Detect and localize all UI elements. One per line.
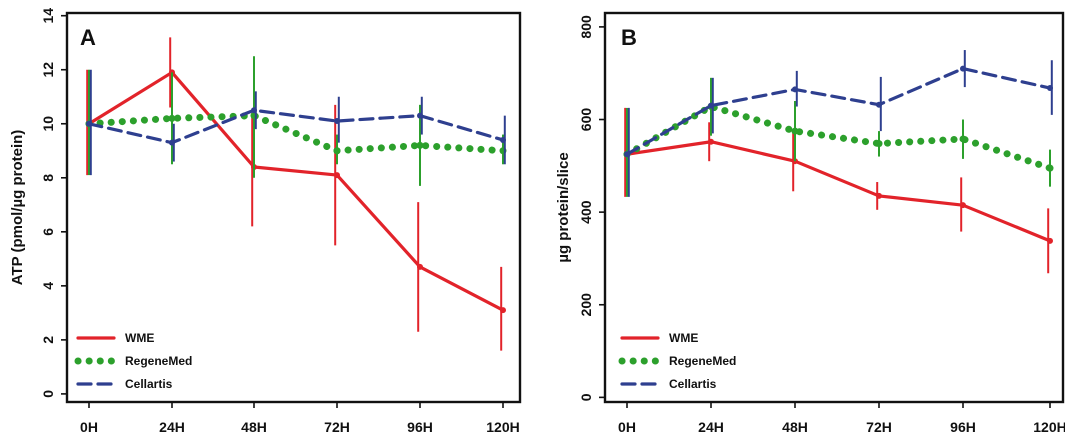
legend-label: Cellartis [125,377,173,391]
data-point [168,114,176,122]
series-cellartis [86,69,506,176]
data-point [334,118,340,125]
panel-label: A [80,25,96,50]
plot-frame [65,11,522,404]
data-point [500,136,506,143]
data-point [960,202,966,209]
data-point [792,86,798,93]
data-point [959,135,967,143]
y-tick-label: 600 [578,108,594,132]
data-point [251,107,257,114]
data-point [86,120,92,127]
legend: WME RegeneMed Cellartis [618,331,736,391]
legend-label: WME [125,331,154,345]
x-tick-label: 96H [407,419,433,435]
data-point [708,102,714,109]
data-point [1046,164,1054,172]
x-tick-label: 0H [618,419,636,435]
data-point [876,192,882,199]
series-wme [86,37,506,351]
data-point [791,127,799,135]
series-line [85,112,507,155]
y-tick-label: 200 [578,293,594,317]
y-tick-label: 14 [40,8,56,24]
legend-label: Cellartis [669,377,717,391]
data-point [333,147,341,155]
data-point [960,65,966,72]
data-point [169,139,175,146]
series-regenemed [85,56,507,186]
data-point [500,307,506,314]
y-tick-label: 0 [40,390,56,398]
x-tick-label: 96H [950,419,976,435]
data-point [334,172,340,179]
chart-panel-b: B 0 200 400 600 800 µg protein/slice 0H 24H 48H 72… [555,11,1065,435]
x-tick-label: 24H [698,419,724,435]
y-axis-title: µg protein/slice [555,152,572,262]
plot-frame [603,11,1065,404]
x-tick-label: 120H [1033,419,1065,435]
legend-label: RegeneMed [125,354,192,368]
data-point [875,140,883,148]
series-wme [624,107,1053,274]
x-tick-label: 72H [866,419,892,435]
legend: WME RegeneMed Cellartis [74,331,192,391]
legend-label: RegeneMed [669,354,736,368]
y-tick-label: 800 [578,15,594,39]
data-point [1047,237,1053,244]
series-line [623,103,1054,172]
data-point [708,138,714,145]
data-point [417,112,423,119]
chart-panel-a: A 0 2 4 6 8 10 12 14 ATP (pmol/µg protein) 0H 24H 48… [9,8,522,435]
data-point [876,101,882,108]
y-tick-label: 8 [40,174,56,182]
x-tick-label: 48H [241,419,267,435]
x-tick-label: 48H [782,419,808,435]
series-cellartis [624,50,1053,197]
y-tick-label: 4 [40,282,56,290]
y-tick-label: 6 [40,228,56,236]
x-tick-label: 120H [486,419,519,435]
series-line [625,66,1052,156]
series-line [87,70,505,312]
y-tick-label: 400 [578,200,594,224]
data-point [624,151,630,158]
x-tick-label: 0H [80,419,98,435]
data-point [416,141,424,149]
y-tick-label: 0 [578,393,594,401]
legend-label: WME [669,331,698,345]
y-tick-label: 10 [40,116,56,132]
panel-label: B [621,25,637,50]
y-axis-title: ATP (pmol/µg protein) [9,130,26,286]
x-tick-label: 24H [159,419,185,435]
series-line [87,108,505,145]
data-point [1047,85,1053,92]
x-tick-label: 72H [324,419,350,435]
series-line [625,140,1052,243]
y-tick-label: 2 [40,336,56,344]
y-tick-label: 12 [40,62,56,78]
data-point [417,263,423,270]
